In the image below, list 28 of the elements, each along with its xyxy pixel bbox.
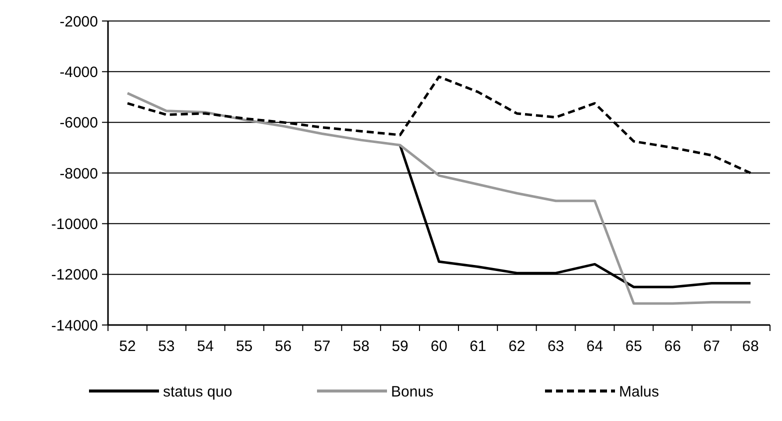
x-tick-label: 65 [625,338,642,355]
x-tick-label: 59 [392,338,408,355]
x-tick-label: 61 [470,338,486,355]
y-tick-label: -14000 [51,317,98,334]
legend-label: Bonus [391,383,434,400]
line-series [126,92,752,305]
x-tick-label: 62 [508,338,526,355]
y-tick-label: -2000 [60,13,98,30]
y-tick-label: -10000 [51,216,98,233]
legend-label: status quo [163,383,232,400]
x-tick-label: 54 [197,338,214,355]
legend-label: Malus [619,383,660,400]
x-tick-label: 67 [703,338,720,355]
x-tick-label: 60 [430,338,448,355]
y-tick-label: -8000 [60,165,98,182]
x-tick-label: 64 [586,338,604,355]
x-tick-label: 68 [742,338,759,355]
x-tick-label: 53 [158,338,175,355]
y-tick-label: -12000 [51,266,98,284]
x-tick-label: 52 [119,338,136,355]
x-tick-label: 66 [664,338,681,355]
x-tick-label: 57 [314,338,331,355]
x-tick-label: 58 [352,338,370,355]
y-tick-label: -4000 [60,64,98,81]
x-tick-label: 63 [547,338,564,355]
y-tick-label: -6000 [60,114,98,132]
x-tick-label: 55 [236,338,253,355]
x-tick-label: 56 [274,338,292,355]
